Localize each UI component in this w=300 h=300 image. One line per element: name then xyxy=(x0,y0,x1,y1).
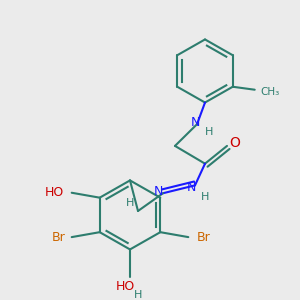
Text: N: N xyxy=(153,185,163,198)
Text: H: H xyxy=(201,192,209,202)
Text: Br: Br xyxy=(52,231,66,244)
Text: O: O xyxy=(230,136,240,150)
Text: H: H xyxy=(126,198,134,208)
Text: HO: HO xyxy=(44,186,64,199)
Text: H: H xyxy=(205,127,213,137)
Text: CH₃: CH₃ xyxy=(261,87,280,97)
Text: N: N xyxy=(190,116,200,129)
Text: N: N xyxy=(186,181,196,194)
Text: Br: Br xyxy=(196,231,210,244)
Text: H: H xyxy=(134,290,142,300)
Text: HO: HO xyxy=(116,280,135,293)
